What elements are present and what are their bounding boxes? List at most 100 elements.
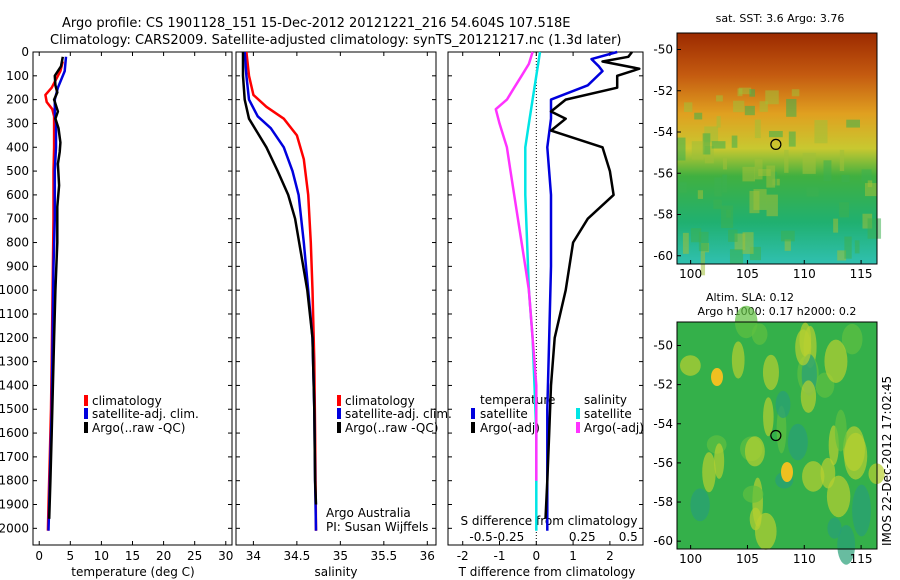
sla-map-ytick-label: -58 — [653, 495, 673, 509]
sst-map-patch — [749, 246, 761, 261]
sla-map-patch — [751, 323, 768, 345]
sla-map-patch — [690, 488, 710, 522]
difference-x2-label: S difference from climatology — [461, 514, 638, 528]
sst-map-patch — [844, 236, 852, 259]
legend-swatch — [576, 422, 580, 433]
salinity-series-2 — [241, 52, 318, 505]
sla-map-xtick-label: 105 — [736, 552, 759, 566]
sst-map-ytick-label: -52 — [653, 84, 673, 98]
temperature-legend-argo: Argo(..raw -QC) — [92, 421, 185, 435]
sst-map-xtick-label: 115 — [850, 267, 873, 281]
legend-swatch — [84, 395, 88, 406]
salinity-xtick-label: 35 — [333, 549, 348, 563]
sst-map-patch — [698, 231, 709, 252]
sst-map-patch — [738, 87, 752, 95]
sst-map-patch — [726, 209, 732, 218]
salinity-x-label: salinity — [314, 565, 357, 579]
sst-map-patch — [786, 98, 797, 117]
sst-map-frame — [676, 32, 878, 265]
sla-map-ytick-label: -52 — [653, 378, 673, 392]
sst-map-patch — [691, 141, 704, 160]
sst-map-patch — [722, 174, 728, 193]
sla-map-subtitle: Argo h1000: 0.17 h2000: 0.2 — [698, 305, 857, 318]
sst-map-patch — [839, 149, 845, 171]
difference-series-2 — [524, 51, 542, 531]
temperature-xtick-label: 15 — [125, 549, 140, 563]
sla-map-patch — [852, 484, 871, 537]
sst-map-patch — [733, 100, 745, 113]
sla-map-xtick-label: 115 — [850, 552, 873, 566]
sst-map-patch — [766, 165, 776, 188]
depth-tick-label: 1200 — [0, 331, 29, 345]
sla-map-patch — [824, 339, 848, 383]
depth-tick-label: 1400 — [0, 378, 29, 392]
sst-map-patch — [742, 232, 754, 254]
legend-swatch — [84, 408, 88, 419]
sst-map-xtick-label: 110 — [793, 267, 816, 281]
sst-map-patch — [684, 102, 693, 112]
sst-map-patch — [713, 199, 722, 209]
sla-map-xtick-label: 110 — [793, 552, 816, 566]
sst-map-patch — [731, 135, 738, 148]
sla-map-patch — [781, 462, 793, 482]
sst-map-patch — [864, 183, 877, 197]
sst-map-patch — [833, 218, 839, 233]
temperature-plot: climatology satellite-adj. clim. Argo(..… — [0, 45, 233, 579]
depth-tick-label: 1300 — [0, 355, 29, 369]
legend-swatch — [84, 422, 88, 433]
temperature-axes-frame — [32, 51, 233, 546]
salinity-axes-frame — [235, 51, 437, 546]
difference-xtick-label: 0 — [532, 549, 540, 563]
sst-map-patch — [862, 213, 873, 229]
difference-legend-t-satellite: satellite — [480, 407, 528, 421]
sla-map-title: Altim. SLA: 0.12 — [706, 291, 794, 304]
salinity-annotation-pi: PI: Susan Wijffels — [326, 520, 428, 534]
sst-map-patch — [781, 230, 795, 242]
sst-map-title: sat. SST: 3.6 Argo: 3.76 — [716, 12, 845, 25]
difference-x2-tick-label: -0.25 — [493, 530, 524, 544]
legend-swatch — [576, 408, 580, 419]
sst-map-patch — [823, 160, 832, 182]
depth-tick-label: 100 — [6, 69, 29, 83]
sst-map-patch — [846, 119, 860, 128]
difference-legend-s-satellite: satellite — [584, 407, 632, 421]
difference-legend-t-argo: Argo(-adj) — [480, 421, 540, 435]
sla-map-patch — [755, 512, 777, 550]
sla-map-profile-marker — [770, 429, 782, 442]
sla-map-patch — [795, 329, 812, 366]
sst-map-patch — [788, 131, 796, 147]
difference-series-1 — [544, 51, 641, 519]
depth-tick-label: 1100 — [0, 307, 29, 321]
legend-swatch — [471, 422, 475, 433]
sst-map-patch — [682, 232, 689, 254]
salinity-xtick-label: 34 — [246, 549, 261, 563]
difference-plot: temperature salinity satellite Argo(-adj… — [447, 50, 644, 579]
sst-map-patch — [697, 190, 704, 199]
difference-legend-title-temperature: temperature — [480, 393, 555, 407]
sst-map-patch — [758, 169, 771, 177]
temperature-legend-satellite: satellite-adj. clim. — [92, 407, 199, 421]
sla-map-patch — [762, 354, 779, 391]
difference-xtick-label: -1 — [494, 549, 506, 563]
sla-map-patch — [802, 461, 825, 492]
sst-map-patch — [729, 249, 744, 264]
depth-tick-label: 1500 — [0, 402, 29, 416]
difference-x2-tick-label: 0.25 — [569, 530, 596, 544]
difference-legend-title-salinity: salinity — [584, 393, 627, 407]
depth-tick-label: 1700 — [0, 450, 29, 464]
sla-map-patch — [763, 397, 774, 437]
sst-map-patch — [867, 218, 882, 239]
depth-tick-label: 400 — [6, 140, 29, 154]
sst-map-patch — [711, 141, 726, 149]
sst-map-patch — [704, 146, 714, 164]
imos-timestamp: IMOS 22-Dec-2012 17:02:45 — [880, 376, 894, 546]
difference-x2-tick-label: -0.5 — [469, 530, 492, 544]
salinity-xtick-label: 36 — [420, 549, 435, 563]
sst-map-patch — [677, 137, 686, 161]
sla-map-patch — [679, 355, 701, 376]
sst-map-ytick-label: -50 — [653, 43, 673, 57]
sst-map-patch — [802, 152, 816, 174]
depth-tick-label: 1900 — [0, 498, 29, 512]
sst-map-patch — [837, 250, 847, 261]
